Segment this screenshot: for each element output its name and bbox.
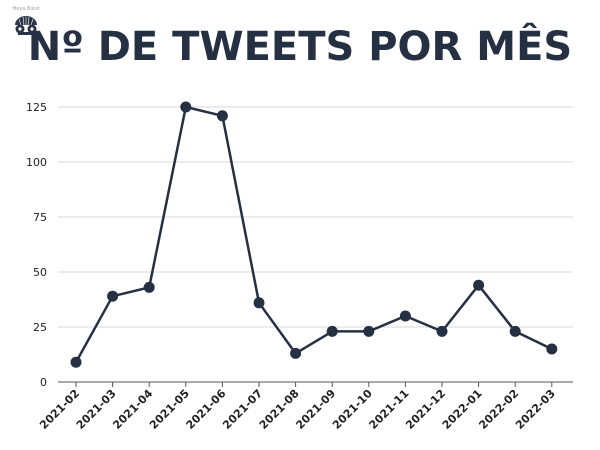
x-tick-label: 2022-03 [513, 387, 558, 432]
grid-lines [58, 106, 573, 328]
data-point [546, 343, 558, 355]
brand-logo: Haya Blind [6, 6, 46, 46]
data-point [107, 290, 119, 302]
data-point [399, 310, 411, 322]
data-points [70, 101, 558, 368]
y-tick-label: 100 [26, 156, 47, 169]
data-point [509, 325, 521, 337]
gears-and-eye-icon [15, 16, 37, 35]
chart-title: Nº DE TWEETS POR MÊS [27, 24, 573, 70]
y-axis-ticks: 0 25 50 75 100 125 [26, 101, 47, 389]
y-tick-label: 50 [33, 266, 47, 279]
data-point [216, 110, 228, 122]
data-point [473, 279, 485, 291]
y-tick-label: 25 [33, 321, 47, 334]
x-axis-ticks: 2021-022021-032021-042021-052021-062021-… [37, 382, 558, 432]
y-tick-label: 125 [26, 101, 47, 114]
brand-name: Haya Blind [12, 6, 40, 12]
data-point [363, 325, 375, 337]
data-point [70, 356, 82, 368]
series-line [74, 105, 553, 363]
data-point [180, 101, 192, 113]
data-point [326, 325, 338, 337]
data-point [143, 281, 155, 293]
y-tick-label: 0 [40, 376, 47, 389]
y-tick-label: 75 [33, 211, 47, 224]
data-point [253, 297, 265, 309]
data-point [290, 347, 302, 359]
data-point [436, 325, 448, 337]
